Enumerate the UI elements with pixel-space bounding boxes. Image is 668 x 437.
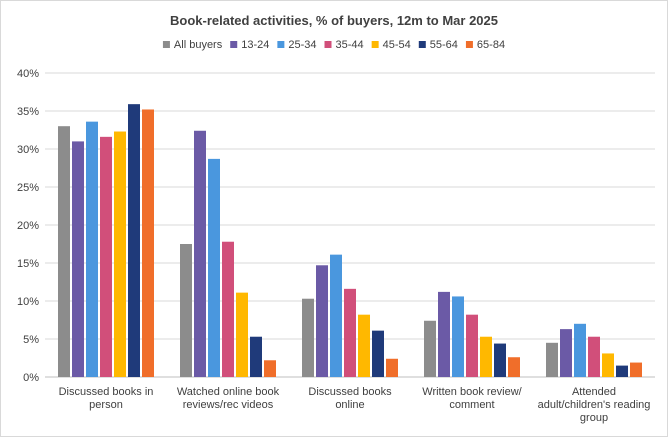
- x-category-label: Discussed books online: [308, 386, 392, 411]
- y-tick-label: 30%: [17, 144, 39, 156]
- legend-swatch: [371, 41, 379, 48]
- bar-55-64-2: [250, 336, 262, 377]
- x-category-label: Discussed books in person: [59, 386, 154, 411]
- y-tick-label: 20%: [17, 220, 39, 232]
- bar-35-44-4: [466, 314, 478, 377]
- bar-25-34-4: [452, 296, 464, 377]
- bar-35-44-2: [222, 241, 234, 377]
- bar-13-24-2: [194, 130, 206, 377]
- y-tick-label: 15%: [17, 258, 39, 270]
- bar-45-54-5: [602, 353, 614, 377]
- bar-13-24-1: [72, 141, 84, 377]
- bar-35-44-3: [344, 288, 356, 377]
- bar-all-buyers-3: [302, 298, 314, 377]
- bar-65-84-4: [508, 357, 520, 377]
- y-tick-label: 25%: [17, 182, 39, 194]
- y-tick-label: 10%: [17, 296, 39, 308]
- bars: [58, 104, 642, 377]
- y-tick-label: 40%: [17, 68, 39, 80]
- bar-35-44-1: [100, 136, 112, 377]
- bar-25-34-5: [574, 323, 586, 377]
- bar-all-buyers-5: [546, 342, 558, 377]
- bar-55-64-5: [616, 365, 628, 377]
- legend-swatch: [324, 41, 332, 48]
- legend-label: All buyers: [174, 39, 223, 51]
- legend-swatch: [465, 41, 473, 48]
- legend-label: 25-34: [288, 39, 316, 51]
- x-category-label: Written book review/comment: [422, 386, 522, 411]
- bar-45-54-4: [480, 336, 492, 377]
- bar-all-buyers-2: [180, 244, 192, 377]
- legend-label: 55-64: [430, 39, 458, 51]
- legend-item-25-34: 25-34: [277, 39, 317, 51]
- x-axis: Discussed books in person Watched online b…: [59, 386, 651, 424]
- legend-item-35-44: 35-44: [324, 39, 364, 51]
- bar-25-34-3: [330, 254, 342, 377]
- bar-55-64-4: [494, 343, 506, 377]
- bar-35-44-5: [588, 336, 600, 377]
- legend-label: 13-24: [241, 39, 269, 51]
- legend-item-55-64: 55-64: [418, 39, 458, 51]
- legend-label: 45-54: [383, 39, 411, 51]
- bar-55-64-3: [372, 330, 384, 377]
- legend-swatch: [277, 41, 285, 48]
- bar-45-54-3: [358, 314, 370, 377]
- bar-45-54-2: [236, 292, 248, 377]
- bar-65-84-5: [630, 362, 642, 377]
- bar-55-64-1: [128, 104, 140, 377]
- bar-25-34-2: [208, 158, 220, 377]
- legend-item-all-buyers: All buyers: [162, 39, 223, 51]
- legend: All buyers 13-24 25-34 35-44 45-54 55-64 65-84: [162, 39, 505, 51]
- bar-13-24-5: [560, 329, 572, 377]
- bar-13-24-3: [316, 265, 328, 377]
- bar-all-buyers-4: [424, 320, 436, 377]
- legend-item-13-24: 13-24: [230, 39, 269, 51]
- x-category-label: Attended adult/children's reading group: [538, 386, 651, 424]
- y-tick-label: 5%: [23, 334, 39, 346]
- legend-item-45-54: 45-54: [371, 39, 411, 51]
- bar-13-24-4: [438, 291, 450, 377]
- legend-swatch: [230, 41, 238, 48]
- legend-label: 35-44: [336, 39, 364, 51]
- legend-swatch: [418, 41, 426, 48]
- bar-65-84-1: [142, 109, 154, 377]
- y-axis: 0% 5% 10% 15% 20% 25% 30% 35% 40%: [17, 68, 39, 384]
- y-tick-label: 0%: [23, 372, 39, 384]
- x-category-label: Watched online book reviews/rec videos: [177, 386, 280, 411]
- y-tick-label: 35%: [17, 106, 39, 118]
- legend-label: 65-84: [477, 39, 505, 51]
- bar-65-84-2: [264, 360, 276, 377]
- bar-all-buyers-1: [58, 126, 70, 377]
- legend-item-65-84: 65-84: [465, 39, 505, 51]
- legend-swatch: [162, 41, 170, 48]
- bar-45-54-1: [114, 131, 126, 377]
- bar-65-84-3: [386, 358, 398, 377]
- chart-title: Book-related activities, % of buyers, 12…: [170, 13, 498, 28]
- bar-25-34-1: [86, 121, 98, 377]
